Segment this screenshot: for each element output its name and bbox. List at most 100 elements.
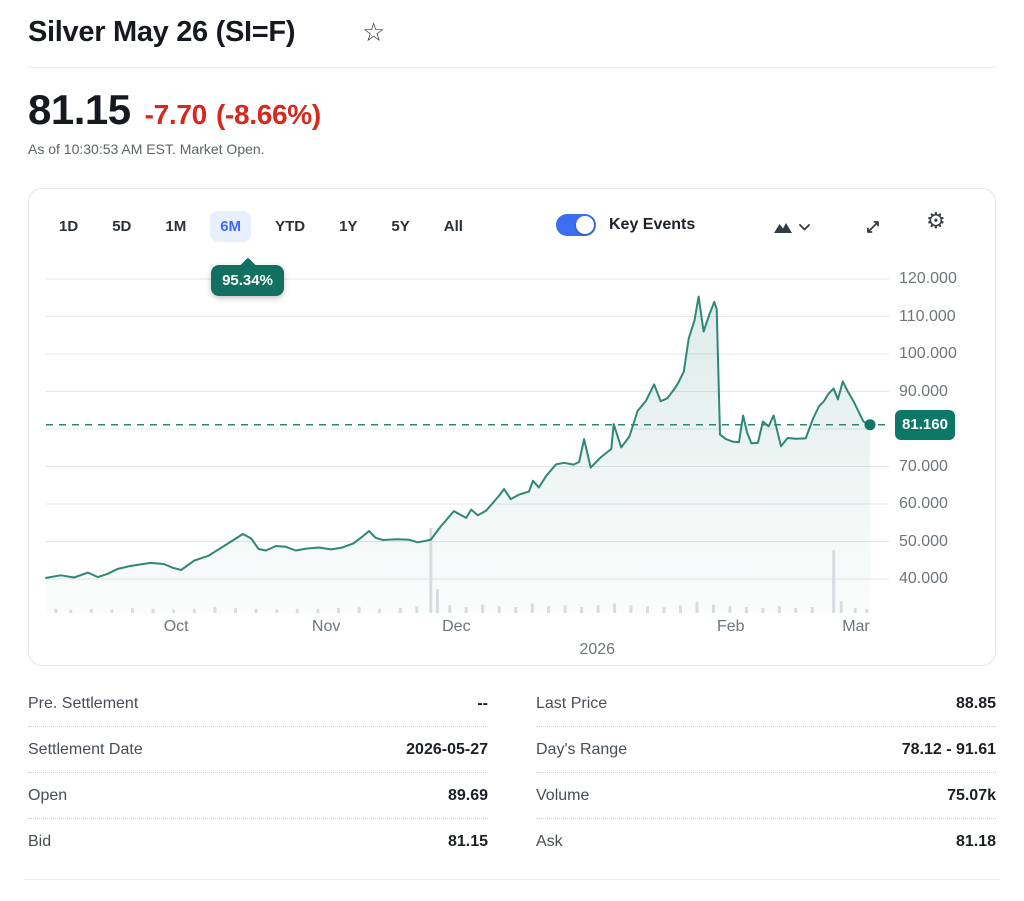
volume-bar [563, 605, 567, 613]
volume-bar [596, 605, 600, 613]
volume-bar [415, 606, 419, 613]
volume-bar [794, 607, 798, 613]
stat-label: Volume [536, 786, 590, 804]
key-events-toggle[interactable] [556, 214, 596, 236]
y-axis-label: 40.000 [899, 570, 948, 587]
volume-bar [192, 608, 196, 614]
stat-label: Day's Range [536, 740, 628, 758]
stat-value: 88.85 [955, 694, 996, 712]
volume-bar [777, 606, 781, 613]
volume-bar [481, 604, 485, 613]
stat-label: Bid [28, 832, 52, 850]
price-chart[interactable] [29, 189, 995, 665]
volume-bar [234, 607, 237, 613]
y-axis-label: 110.000 [899, 307, 956, 325]
stat-row: Volume 75.07k [536, 773, 996, 819]
volume-bar [316, 608, 320, 614]
y-axis-label: 50.000 [899, 532, 948, 550]
volume-bar [679, 605, 682, 613]
volume-bar [810, 607, 814, 614]
x-axis-label: Feb [716, 618, 745, 635]
volume-bar [429, 528, 433, 613]
current-price: 81.15 [28, 86, 131, 133]
stat-label: Ask [536, 832, 563, 850]
stat-value: 78.12 - 91.61 [901, 740, 996, 758]
volume-bar [547, 606, 551, 613]
y-axis-label: 90.000 [899, 382, 948, 400]
volume-bar [464, 607, 468, 614]
stat-value: 75.07k [947, 786, 996, 804]
chart-type-button[interactable] [773, 220, 810, 234]
volume-bar [295, 608, 299, 614]
range-tab-1m[interactable]: 1M [155, 211, 196, 242]
volume-bar [613, 603, 617, 613]
bottom-divider [24, 879, 1000, 880]
fullscreen-button[interactable] [864, 218, 882, 236]
volume-bar [131, 607, 134, 613]
chevron-down-icon [799, 223, 810, 230]
as-of-timestamp: As of 10:30:53 AM EST. Market Open. [28, 141, 265, 157]
price-area-fill [46, 296, 870, 613]
stat-label: Pre. Settlement [28, 694, 139, 712]
volume-bar [378, 608, 382, 614]
range-tabs: 1D 5D 1M 6M YTD 1Y 5Y All [49, 211, 473, 242]
y-axis-label: 70.000 [899, 457, 948, 475]
volume-bar [337, 607, 340, 613]
star-icon[interactable]: ☆ [362, 17, 386, 47]
volume-bar [254, 608, 258, 614]
x-axis-label: Mar [842, 618, 870, 635]
range-tab-6m[interactable]: 6M [210, 211, 252, 242]
stats-col-right: Last Price 88.85 Day's Range 78.12 - 91.61 V… [536, 681, 996, 864]
y-axis-label: 100.000 [899, 345, 957, 362]
volume-bar [832, 550, 836, 613]
volume-bar [172, 609, 176, 613]
range-tab-1d[interactable]: 1D [49, 211, 88, 242]
stat-label: Last Price [536, 694, 608, 712]
year-label: 2026 [579, 641, 616, 658]
quote-row: 81.15 -7.70 (-8.66%) [28, 88, 321, 132]
stat-value: -- [477, 694, 488, 712]
range-tab-5d[interactable]: 5D [102, 211, 141, 242]
volume-bar [69, 609, 73, 613]
price-change: -7.70 (-8.66%) [145, 99, 322, 131]
current-price-badge: 81.160 [895, 409, 955, 440]
key-events-control: Key Events [556, 214, 695, 236]
volume-bar [357, 607, 361, 614]
period-gain-tooltip: 95.34% [211, 265, 284, 296]
volume-bar [435, 589, 439, 613]
volume-bar [662, 607, 666, 614]
header-divider [28, 67, 996, 68]
stat-row: Ask 81.18 [536, 819, 996, 864]
settings-button[interactable]: ⚙ [926, 208, 946, 233]
last-point-marker [864, 419, 876, 431]
volume-bar [839, 601, 843, 613]
y-axis-label: 60.000 [899, 495, 948, 512]
volume-bar [761, 607, 765, 613]
volume-bar [695, 601, 699, 613]
stat-label: Open [28, 786, 68, 804]
stat-value: 81.18 [955, 832, 996, 850]
x-axis-label: Oct [163, 618, 189, 635]
volume-bar [865, 608, 869, 614]
range-tab-ytd[interactable]: YTD [265, 211, 315, 242]
volume-bar [275, 609, 279, 613]
expand-icon [867, 221, 879, 233]
change-percent: (-8.66%) [215, 99, 321, 130]
page-title: Silver May 26 (SI=F) [28, 16, 296, 48]
volume-bar [110, 609, 114, 613]
volume-bar [514, 607, 518, 614]
volume-bar [213, 607, 217, 614]
area-chart-icon [774, 223, 792, 233]
stat-row: Settlement Date 2026-05-27 [28, 727, 488, 773]
volume-bar [646, 606, 649, 613]
volume-bar [398, 607, 402, 613]
toggle-knob [576, 216, 594, 234]
stat-row: Day's Range 78.12 - 91.61 [536, 727, 996, 773]
range-tab-5y[interactable]: 5Y [381, 211, 419, 242]
volume-bar [629, 605, 633, 613]
range-tab-1y[interactable]: 1Y [329, 211, 367, 242]
stat-row: Last Price 88.85 [536, 681, 996, 727]
range-tab-all[interactable]: All [434, 211, 473, 242]
y-axis-label: 120.000 [899, 270, 957, 287]
